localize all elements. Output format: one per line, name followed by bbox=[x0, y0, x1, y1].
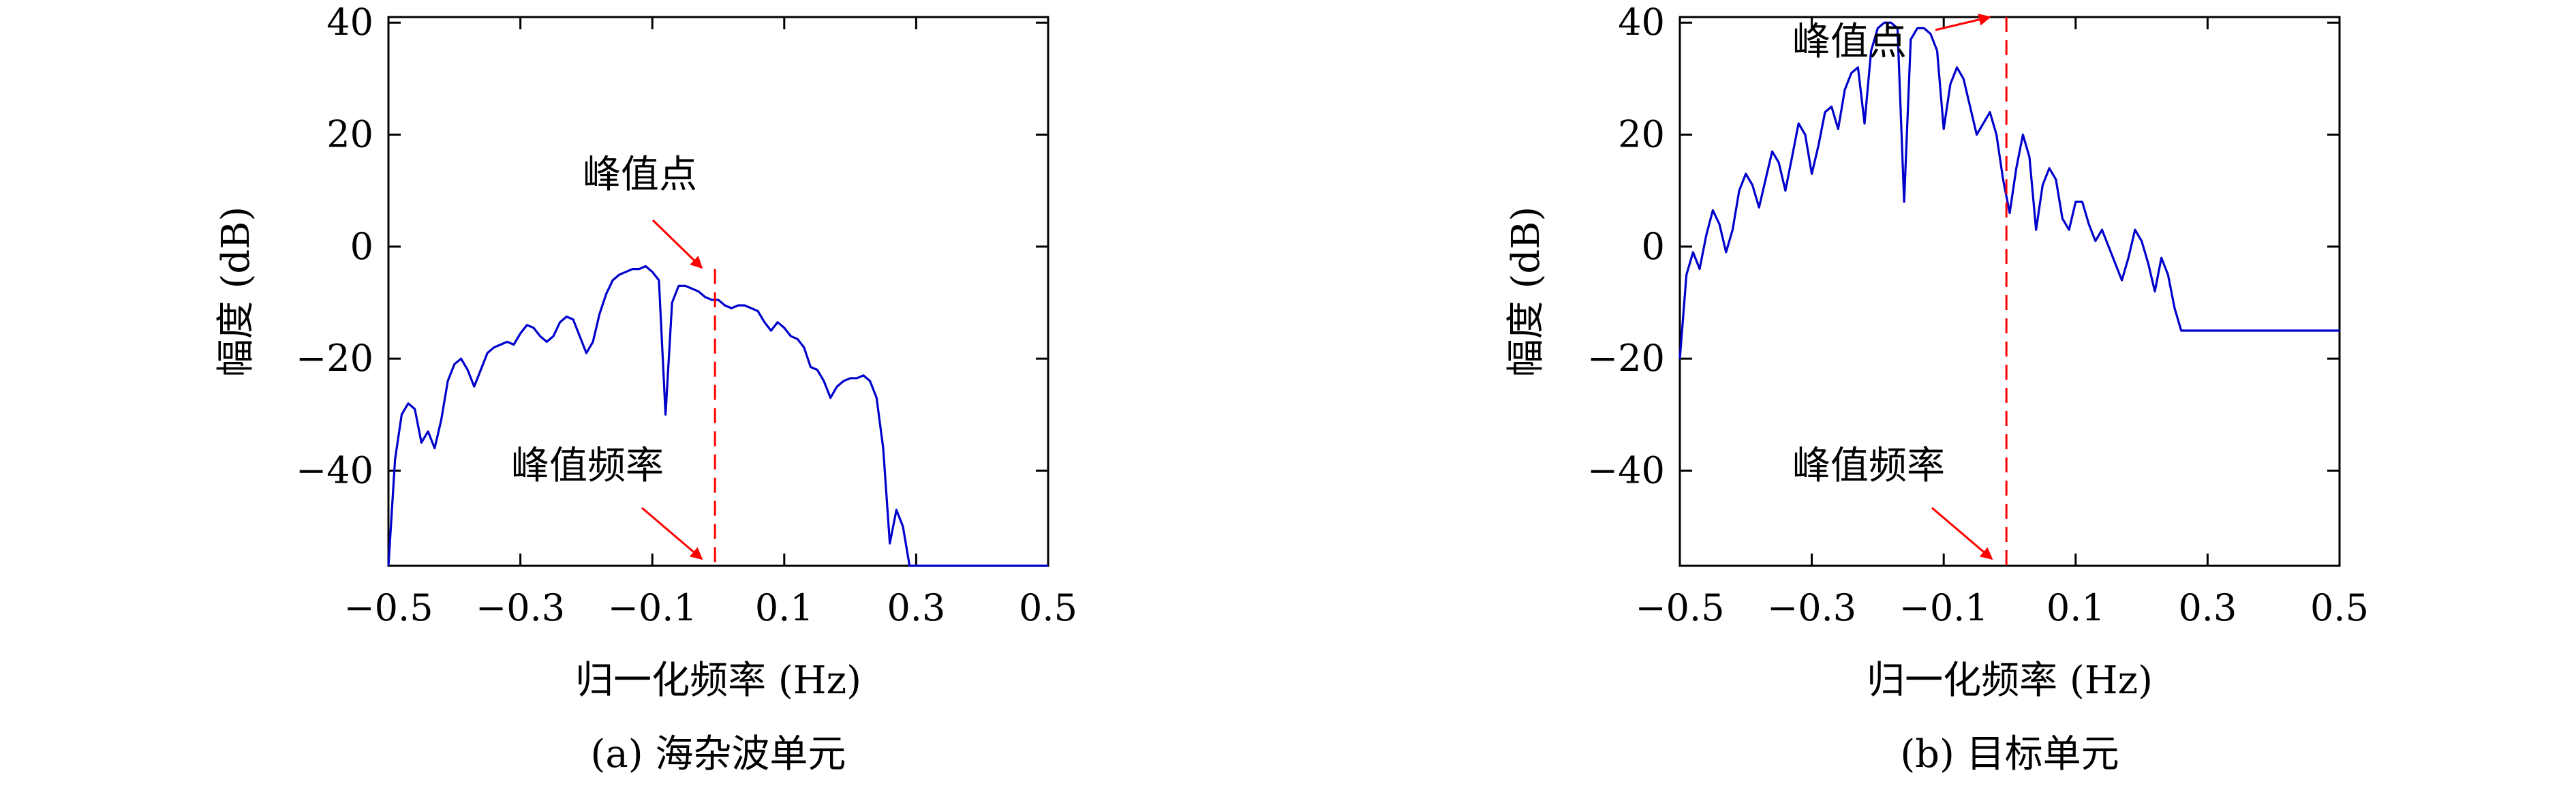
y-ticks-a: 40 20 0 −20 −40 bbox=[296, 1, 1048, 492]
x-tick-label: −0.1 bbox=[1899, 586, 1989, 629]
y-axis-label-a: 幅度 (dB) bbox=[214, 207, 258, 378]
x-tick-label: 0.5 bbox=[1019, 586, 1077, 629]
x-tick-label: 0.3 bbox=[887, 586, 945, 629]
y-tick-label: 20 bbox=[326, 113, 373, 156]
y-tick-label: −40 bbox=[1587, 449, 1665, 492]
annotation-peak-frequency-a: 峰值频率 bbox=[511, 444, 664, 488]
panel-a: −0.5 −0.3 −0.1 0.1 0.3 0.5 40 20 0 −20 −40 峰值点 峰值… bbox=[214, 1, 1077, 776]
x-tick-label: 0.5 bbox=[2310, 586, 2369, 629]
y-tick-label: −40 bbox=[296, 449, 373, 492]
annotation-peak-frequency-b: 峰值频率 bbox=[1792, 444, 1945, 488]
panel-b: −0.5 −0.3 −0.1 0.1 0.3 0.5 40 20 0 −20 −40 峰值点 峰值… bbox=[1504, 1, 2369, 776]
y-tick-label: 0 bbox=[350, 225, 373, 268]
arrow-to-peak-point-a bbox=[651, 219, 703, 269]
plot-area-a: −0.5 −0.3 −0.1 0.1 0.3 0.5 40 20 0 −20 −40 bbox=[296, 1, 1077, 629]
plot-frame-b bbox=[1678, 16, 2341, 567]
plot-frame-a bbox=[387, 16, 1049, 567]
series-line-a bbox=[387, 264, 1048, 567]
plot-area-b: −0.5 −0.3 −0.1 0.1 0.3 0.5 40 20 0 −20 −40 bbox=[1587, 1, 2369, 629]
y-tick-label: −20 bbox=[296, 337, 373, 380]
y-axis-label-b: 幅度 (dB) bbox=[1504, 207, 1548, 378]
caption-b: (b) 目标单元 bbox=[1900, 732, 2119, 776]
y-tick-label: 20 bbox=[1618, 113, 1665, 156]
x-tick-label: 0.1 bbox=[755, 586, 814, 629]
x-ticks-a: −0.5 −0.3 −0.1 0.1 0.3 0.5 bbox=[343, 17, 1077, 629]
x-tick-label: 0.3 bbox=[2178, 586, 2237, 629]
y-tick-label: 40 bbox=[1618, 1, 1665, 44]
y-ticks-b: 40 20 0 −20 −40 bbox=[1587, 1, 2340, 492]
x-tick-label: −0.1 bbox=[608, 586, 697, 629]
caption-a: (a) 海杂波单元 bbox=[591, 732, 846, 776]
arrow-to-peak-point-b bbox=[1935, 13, 1991, 31]
y-tick-label: 40 bbox=[326, 1, 373, 44]
x-tick-label: −0.3 bbox=[476, 586, 565, 629]
y-tick-label: 0 bbox=[1642, 225, 1665, 268]
x-tick-label: −0.3 bbox=[1767, 586, 1856, 629]
series-line-b bbox=[1678, 21, 2340, 359]
annotation-peak-point-a: 峰值点 bbox=[583, 153, 697, 197]
annotation-peak-point-b: 峰值点 bbox=[1792, 20, 1907, 64]
x-axis-label-a: 归一化频率 (Hz) bbox=[575, 659, 861, 703]
x-tick-label: −0.5 bbox=[1635, 586, 1724, 629]
x-axis-label-b: 归一化频率 (Hz) bbox=[1867, 659, 2153, 703]
y-tick-label: −20 bbox=[1587, 337, 1665, 380]
x-tick-label: −0.5 bbox=[343, 586, 433, 629]
arrow-to-peak-frequency-b bbox=[1931, 507, 1993, 560]
x-ticks-b: −0.5 −0.3 −0.1 0.1 0.3 0.5 bbox=[1635, 17, 2369, 629]
x-tick-label: 0.1 bbox=[2046, 586, 2105, 629]
arrow-to-peak-frequency-a bbox=[641, 507, 703, 560]
